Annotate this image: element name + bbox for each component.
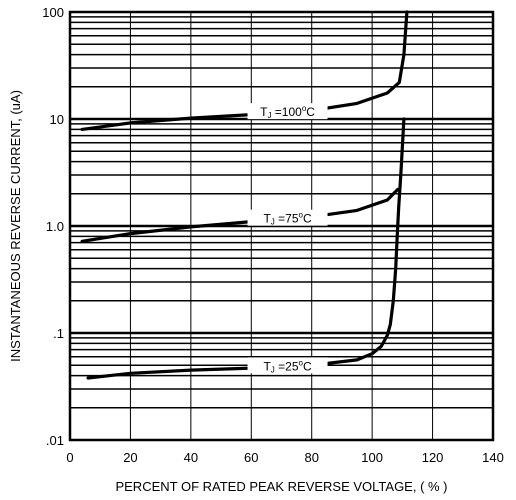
x-tick-label: 100 [361, 450, 383, 465]
series-line-1 [80, 187, 400, 243]
x-tick-label: 0 [66, 450, 73, 465]
grid [70, 12, 493, 440]
x-tick-label: 60 [244, 450, 258, 465]
series-label-background [247, 103, 328, 120]
series-label-background [247, 209, 328, 226]
y-tick-label: .01 [46, 433, 64, 448]
y-axis-title: INSTANTANEOUS REVERSE CURRENT, (uA) [8, 90, 23, 362]
series-line-0 [80, 10, 409, 131]
x-tick-label: 120 [422, 450, 444, 465]
plot-frame [68, 10, 495, 442]
series-label: TJ =100oC [260, 104, 315, 120]
x-tick-label: 40 [184, 450, 198, 465]
y-axis-ticks: .01 .1 1.0 10 100 [42, 5, 64, 448]
curve-labels: TJ =100oC TJ =75oC TJ =25oC [247, 103, 328, 374]
x-tick-label: 140 [482, 450, 504, 465]
series-label: TJ =75oC [263, 211, 312, 227]
y-tick-label: .1 [53, 326, 64, 341]
x-tick-label: 20 [123, 450, 137, 465]
x-tick-label: 80 [304, 450, 318, 465]
y-tick-label: 1.0 [46, 219, 64, 234]
x-axis-title: PERCENT OF RATED PEAK REVERSE VOLTAGE, (… [115, 479, 447, 494]
y-tick-label: 100 [42, 5, 64, 20]
series-label-background [247, 357, 328, 374]
series-line-2 [86, 117, 406, 380]
y-tick-label: 10 [50, 112, 64, 127]
series-label: TJ =25oC [263, 358, 312, 374]
x-axis-ticks: 0 20 40 60 80 100 120 140 [66, 450, 503, 465]
